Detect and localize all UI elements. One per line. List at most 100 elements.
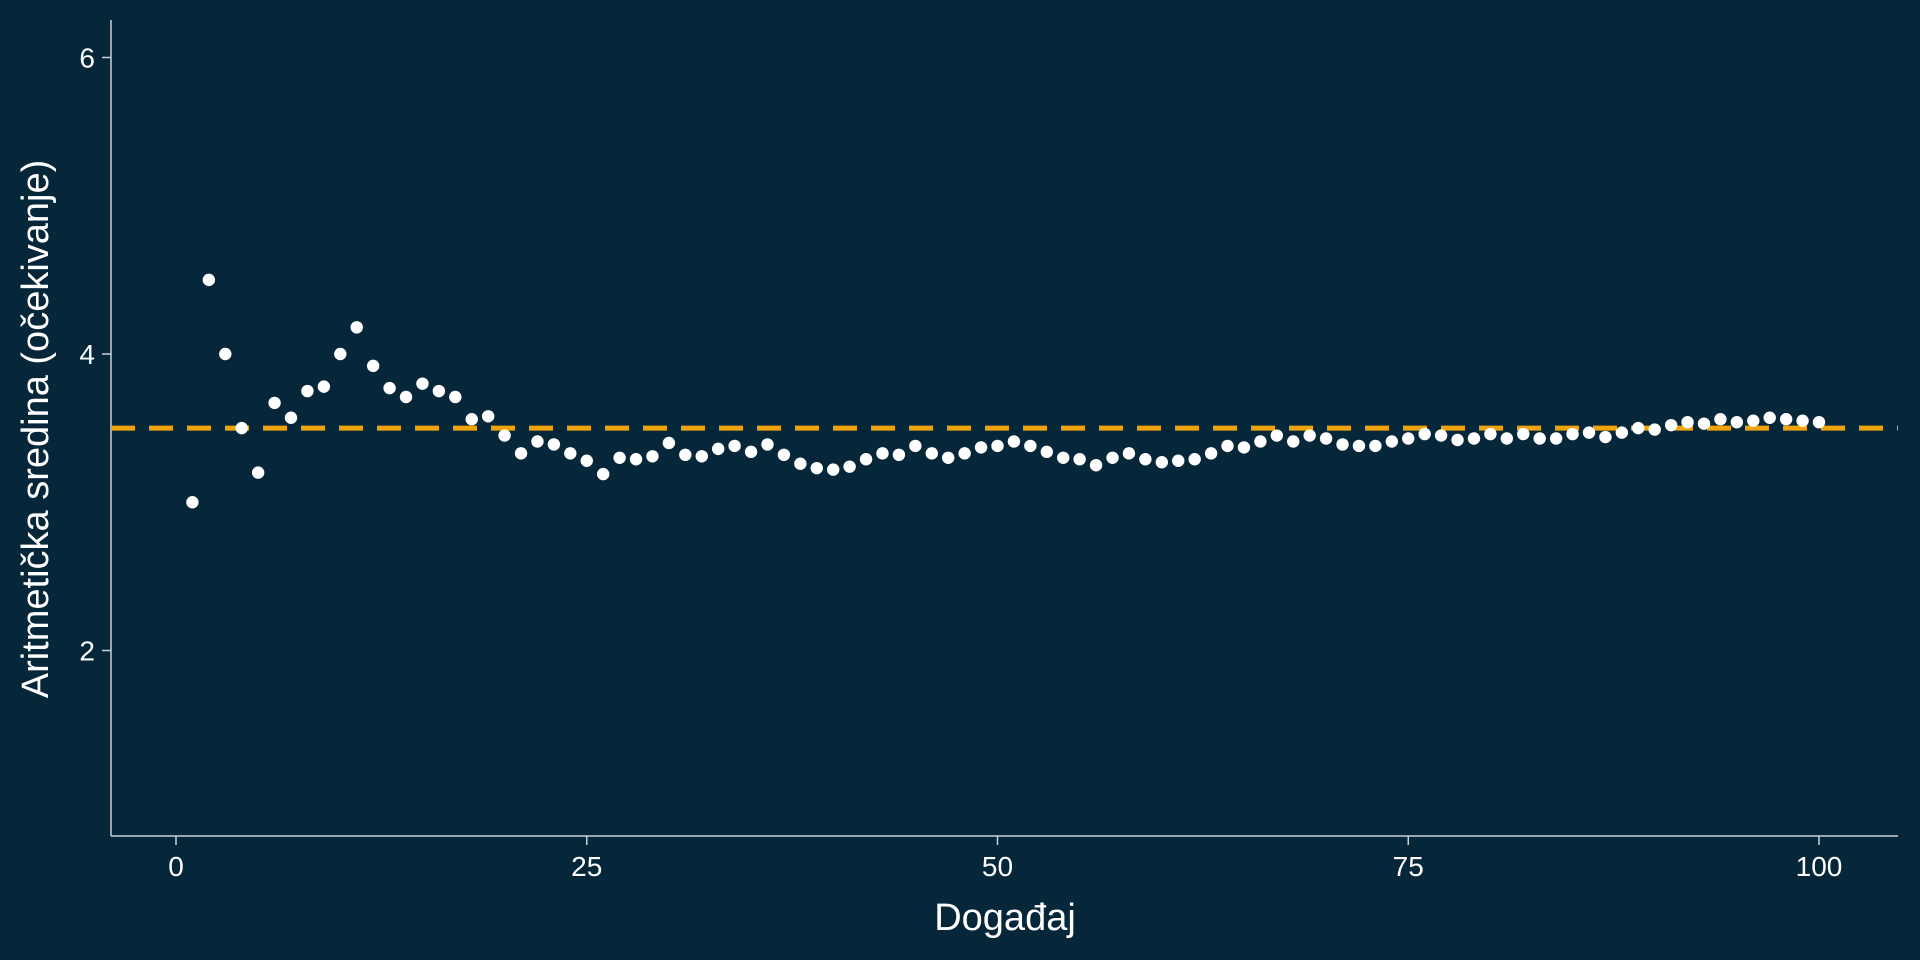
y-tick-label: 2: [79, 636, 95, 667]
data-point: [383, 381, 396, 395]
x-tick-label: 50: [982, 851, 1013, 882]
data-point: [1172, 454, 1185, 467]
data-point: [629, 453, 643, 466]
data-point: [1664, 418, 1678, 432]
data-point: [1122, 447, 1136, 460]
data-point: [859, 453, 873, 466]
data-point: [1582, 426, 1596, 439]
data-point: [1747, 414, 1760, 427]
data-point: [1270, 429, 1284, 442]
data-point: [1057, 451, 1070, 464]
data-point: [777, 448, 791, 462]
data-point: [892, 448, 906, 462]
data-point: [827, 463, 840, 476]
data-point: [366, 359, 380, 373]
data-point: [761, 438, 774, 451]
data-point: [514, 447, 528, 460]
data-point: [1385, 435, 1399, 448]
data-point: [1155, 456, 1169, 469]
data-point: [284, 411, 298, 424]
data-point: [1434, 429, 1448, 442]
y-axis-title: Aritmetička sredina (očekivanje): [15, 160, 57, 699]
data-point: [1566, 427, 1579, 441]
data-point: [596, 467, 610, 481]
data-point: [974, 441, 988, 454]
data-point: [679, 448, 692, 462]
data-point: [1188, 453, 1201, 466]
y-tick-label: 4: [79, 339, 95, 370]
data-point: [1237, 441, 1251, 454]
data-point: [1796, 414, 1809, 427]
plot-area: 2 4 6 0 25 50 75 100: [79, 20, 1898, 882]
data-point: [728, 439, 741, 453]
data-point: [1812, 415, 1826, 429]
data-point: [1779, 413, 1793, 426]
data-point: [1599, 430, 1612, 444]
x-tick-label: 100: [1796, 851, 1843, 882]
data-point: [1369, 439, 1382, 453]
data-point: [186, 496, 199, 509]
data-point: [1451, 433, 1464, 447]
data-point: [1089, 458, 1103, 472]
data-point: [1007, 435, 1021, 448]
data-point: [1730, 415, 1744, 429]
data-point: [268, 396, 281, 410]
data-point: [810, 461, 823, 475]
data-point: [695, 450, 708, 463]
y-tick-label: 6: [79, 43, 95, 74]
x-tick-label: 75: [1393, 851, 1424, 882]
data-point: [1287, 435, 1300, 448]
data-point: [1254, 435, 1267, 448]
data-point: [1303, 429, 1316, 442]
data-point: [711, 442, 725, 456]
data-point: [958, 447, 971, 460]
data-point: [843, 460, 856, 473]
data-point: [1467, 432, 1481, 445]
data-point: [1714, 413, 1727, 426]
data-point: [794, 457, 807, 470]
data-point: [1336, 438, 1349, 451]
data-point: [1024, 439, 1037, 453]
data-point: [465, 413, 478, 426]
data-point: [235, 421, 248, 435]
data-point: [1697, 417, 1711, 430]
data-point: [1106, 451, 1119, 464]
data-point: [1418, 427, 1431, 441]
data-point: [1763, 411, 1776, 424]
data-point: [481, 410, 495, 423]
data-point: [416, 377, 429, 390]
data-point: [1204, 447, 1218, 460]
data-point: [317, 380, 331, 393]
data-point: [662, 436, 676, 450]
data-point: [202, 273, 216, 287]
data-point: [744, 445, 758, 459]
data-point: [1632, 421, 1645, 435]
data-point: [1040, 445, 1053, 459]
data-point: [1648, 423, 1661, 436]
data-point: [646, 450, 659, 463]
data-point: [1533, 432, 1546, 445]
data-point: [564, 447, 577, 460]
data-point: [1352, 439, 1366, 453]
data-point: [1681, 415, 1694, 429]
data-point: [531, 435, 544, 448]
data-point: [925, 447, 938, 460]
x-tick-label: 0: [168, 851, 184, 882]
data-point: [1549, 432, 1563, 445]
data-point: [547, 438, 561, 451]
data-point: [909, 439, 922, 453]
data-point: [1221, 439, 1234, 453]
data-point: [219, 347, 232, 361]
data-point: [334, 347, 347, 361]
data-point: [876, 447, 889, 460]
data-point: [301, 384, 314, 398]
data-point: [350, 321, 363, 334]
data-point: [580, 454, 593, 467]
data-point: [1517, 427, 1530, 441]
data-point: [991, 439, 1004, 453]
data-point: [613, 451, 626, 464]
data-point: [1402, 432, 1415, 445]
data-point: [1139, 453, 1152, 466]
data-point: [1073, 453, 1086, 466]
